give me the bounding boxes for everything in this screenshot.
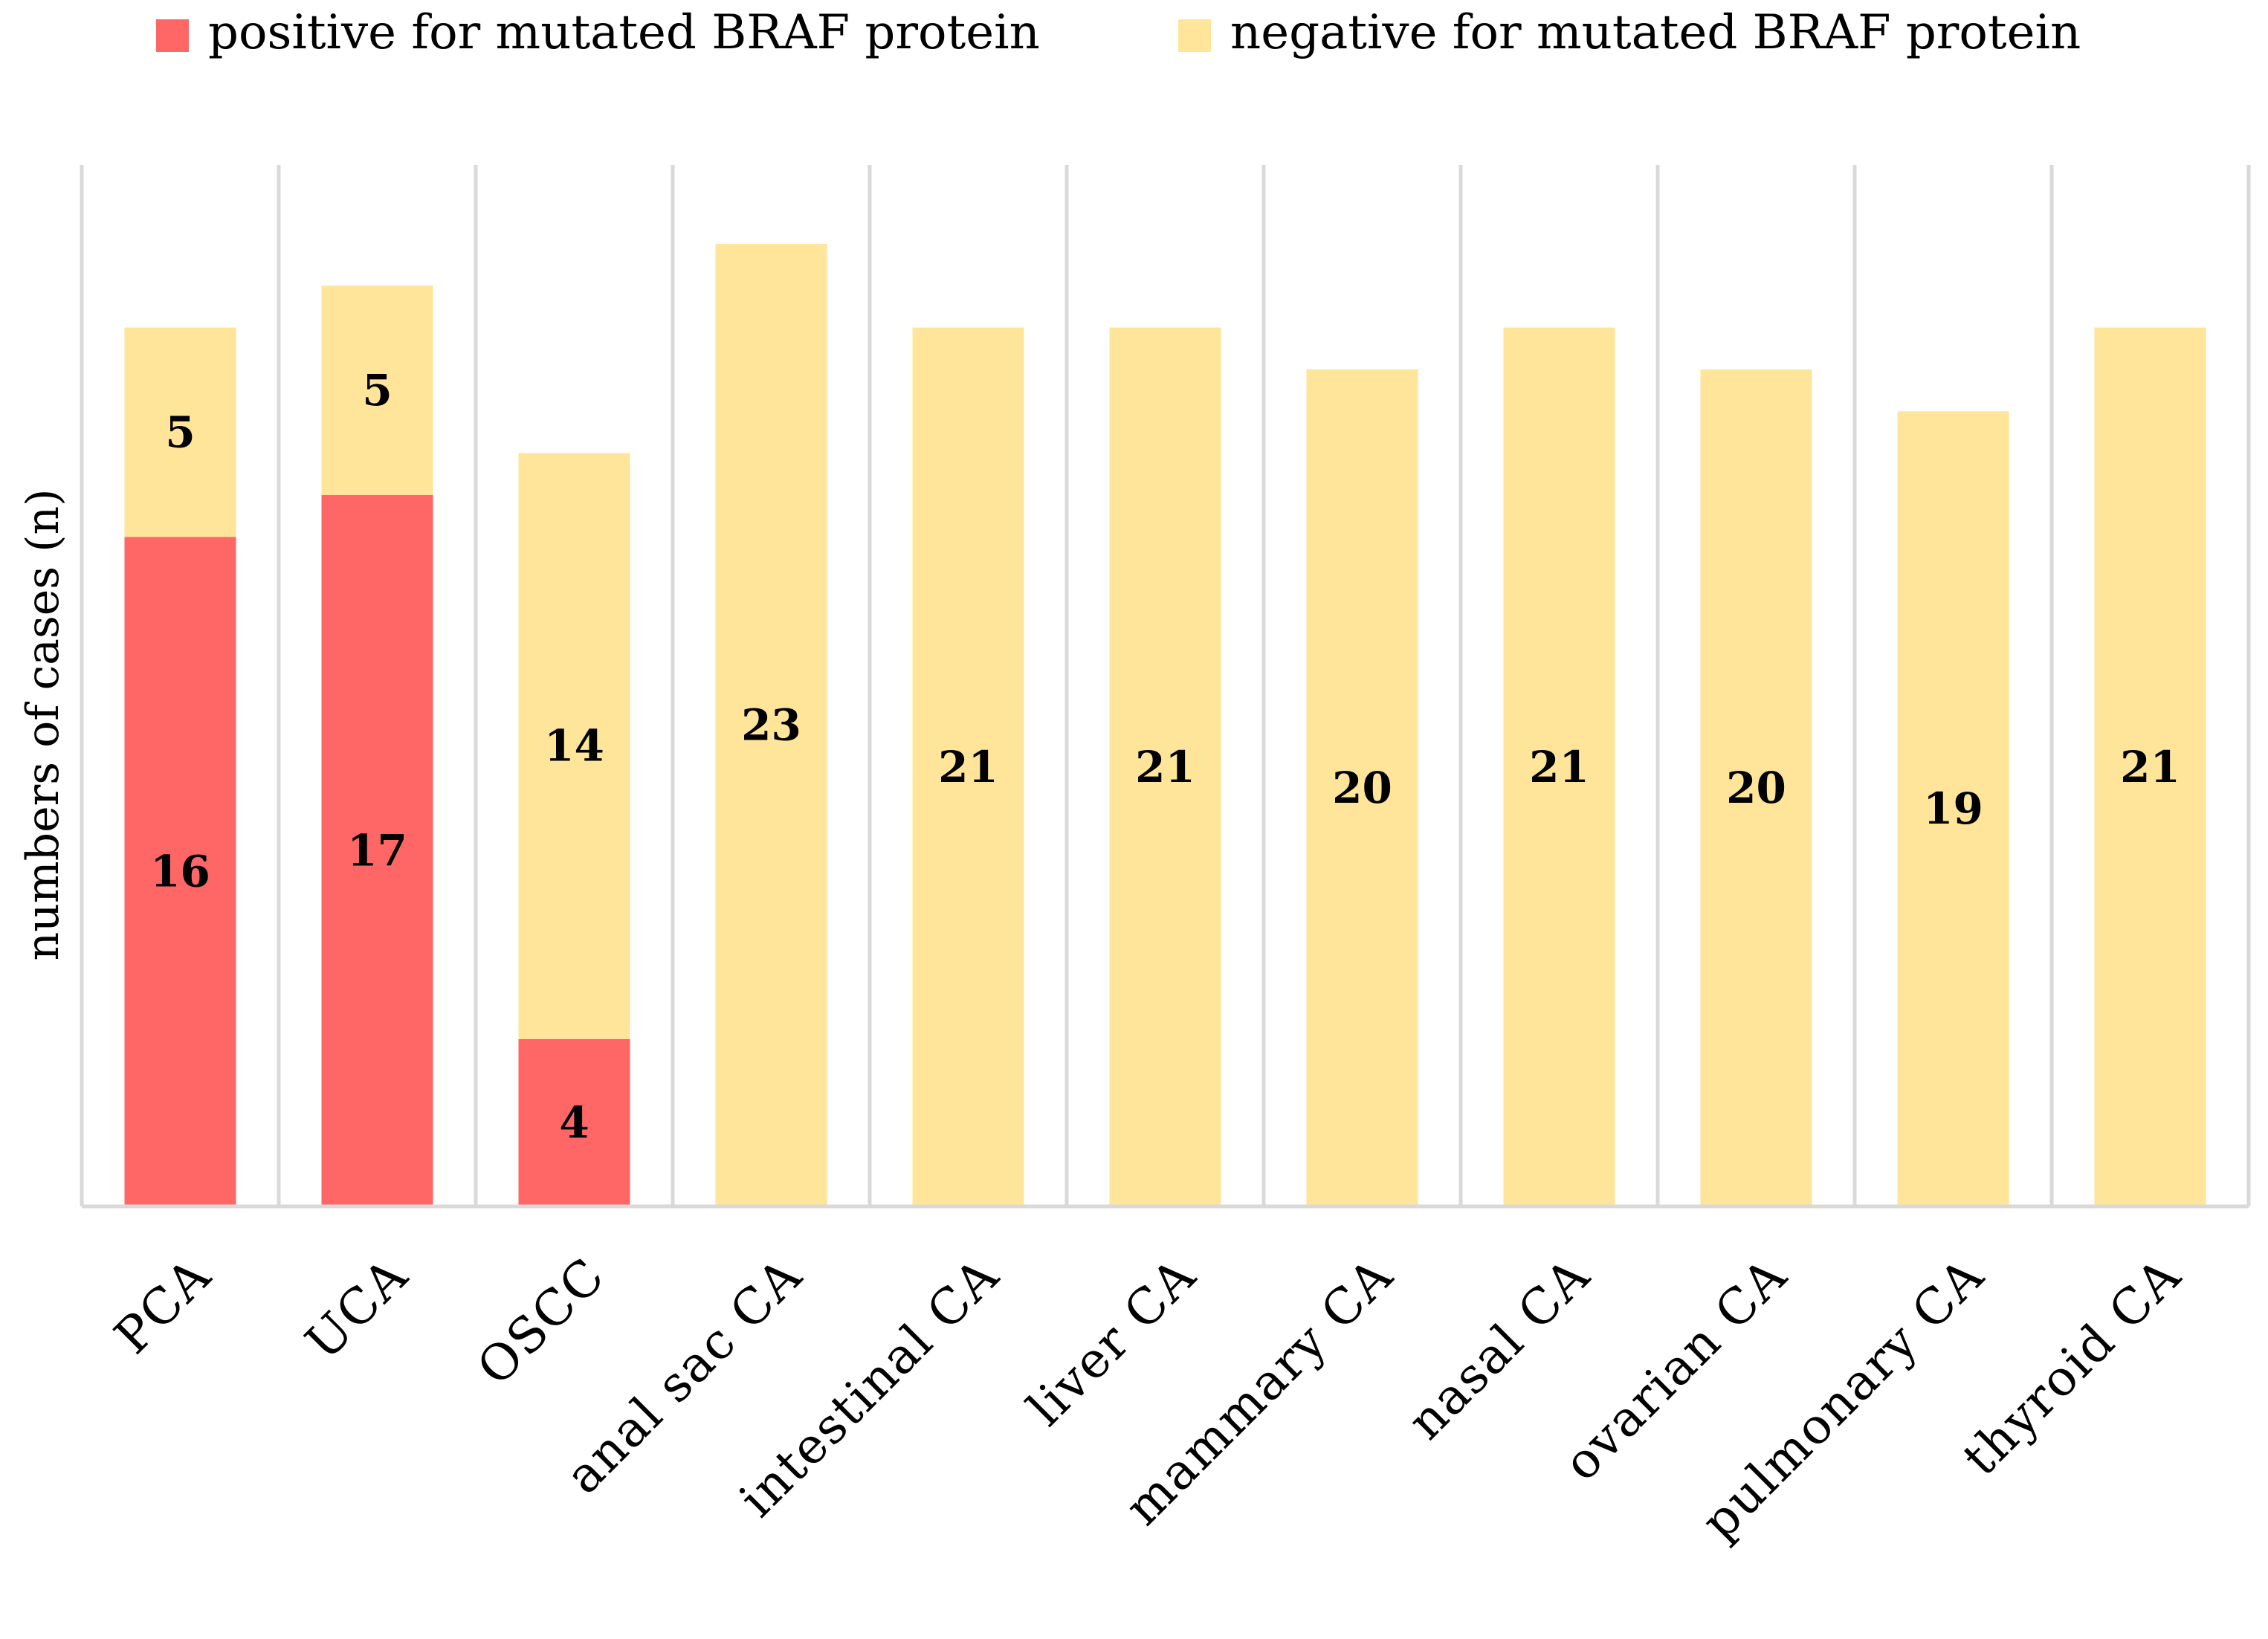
data-label-intestinal-ca-series-1: 21 xyxy=(938,742,998,792)
data-label-nasal-ca-series-1: 21 xyxy=(1529,742,1589,792)
bar-nasal-ca-series-1 xyxy=(1503,327,1615,1207)
data-label-thyroid-ca-series-1: 21 xyxy=(2120,742,2180,792)
bar-anal-sac-ca-series-1 xyxy=(715,244,827,1207)
data-label-uca-series-0: 17 xyxy=(347,825,407,876)
data-label-oscc-series-0: 4 xyxy=(559,1097,589,1148)
bar-oscc-series-1 xyxy=(518,453,630,1039)
legend-label-0: positive for mutated BRAF protein xyxy=(208,5,1040,60)
bars: 16 5 17 5 4 14 23 21 21 20 21 20 19 21 xyxy=(124,244,2206,1207)
x-tick-label-nasal-ca: nasal CA xyxy=(1397,1247,1601,1451)
legend-swatch-0 xyxy=(156,19,189,52)
data-label-uca-series-1: 5 xyxy=(362,365,392,416)
bar-intestinal-ca-series-1 xyxy=(912,327,1024,1207)
x-tick-label-pca: PCA xyxy=(103,1247,222,1365)
data-label-mammary-ca-series-1: 20 xyxy=(1332,763,1392,813)
bar-uca-series-1 xyxy=(321,285,433,495)
data-label-liver-ca-series-1: 21 xyxy=(1135,742,1195,792)
data-label-pca-series-0: 16 xyxy=(150,847,210,897)
bar-thyroid-ca-series-1 xyxy=(2094,327,2206,1207)
data-label-pca-series-1: 5 xyxy=(165,407,195,457)
bar-uca-series-0 xyxy=(321,494,433,1206)
x-tick-label-liver-ca: liver CA xyxy=(1017,1247,1207,1437)
legend: positive for mutated BRAF protein negativ… xyxy=(156,5,2081,60)
data-label-oscc-series-1: 14 xyxy=(544,721,604,772)
bar-pca-series-0 xyxy=(124,537,236,1206)
bar-oscc-series-0 xyxy=(518,1038,630,1206)
bar-pca-series-1 xyxy=(124,327,236,537)
bar-pulmonary-ca-series-1 xyxy=(1897,411,2009,1206)
bar-ovarian-ca-series-1 xyxy=(1700,369,1812,1206)
data-label-pulmonary-ca-series-1: 19 xyxy=(1923,783,1983,834)
data-label-ovarian-ca-series-1: 20 xyxy=(1726,763,1786,813)
bar-mammary-ca-series-1 xyxy=(1306,369,1418,1206)
x-tick-label-oscc: OSCC xyxy=(466,1247,616,1397)
legend-label-1: negative for mutated BRAF protein xyxy=(1230,5,2081,60)
data-label-anal-sac-ca-series-1: 23 xyxy=(741,700,801,751)
category-gridlines xyxy=(80,165,2251,1206)
y-axis-title: numbers of cases (n) xyxy=(17,488,69,960)
bar-liver-ca-series-1 xyxy=(1109,327,1221,1207)
legend-swatch-1 xyxy=(1178,19,1211,52)
x-tick-label-uca: UCA xyxy=(294,1247,419,1371)
